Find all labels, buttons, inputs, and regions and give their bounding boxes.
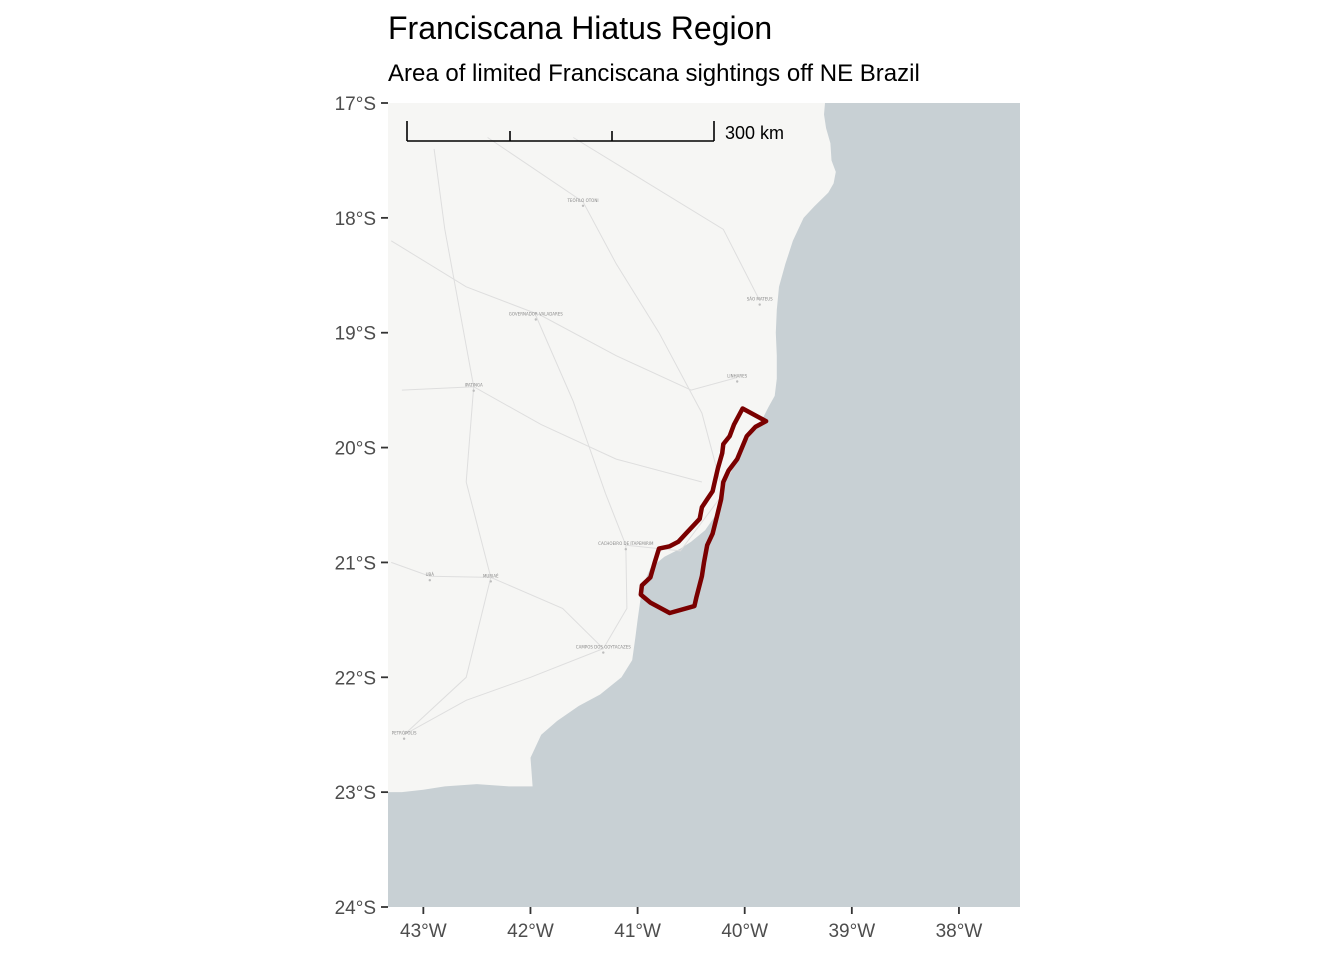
- place-labels: TEÓFILO OTONI GOVERNADOR VALADARES SÃO MAT…: [392, 198, 773, 740]
- place-marker: [402, 737, 406, 740]
- y-tick-label: 23°S: [335, 783, 376, 804]
- road-line: [403, 148, 492, 736]
- map-subtitle: Area of limited Franciscana sightings of…: [388, 60, 920, 87]
- x-axis: 43°W 42°W 41°W 40°W 39°W 38°W: [400, 907, 982, 942]
- x-tick-label: 39°W: [828, 921, 875, 942]
- place-label: MURIAÉ: [483, 573, 499, 578]
- y-tick-label: 24°S: [335, 898, 376, 919]
- road-line: [573, 137, 761, 301]
- place-marker: [534, 318, 537, 321]
- y-tick-label: 18°S: [335, 209, 376, 230]
- road-line: [487, 137, 724, 552]
- map-title: Franciscana Hiatus Region: [388, 10, 773, 46]
- place-label: PETRÓPOLIS: [392, 731, 417, 736]
- road-network: [390, 137, 761, 736]
- place-marker: [428, 579, 431, 582]
- place-marker: [581, 204, 585, 207]
- road-line: [403, 648, 604, 736]
- road-line: [401, 386, 703, 483]
- place-marker: [758, 303, 761, 306]
- place-label: LINHARES: [727, 374, 747, 379]
- y-axis: 17°S 18°S 19°S 20°S 21°S 22°S 23°S 24°S: [335, 94, 388, 919]
- x-tick-label: 40°W: [721, 921, 768, 942]
- place-marker: [624, 548, 627, 551]
- scale-bar-label: 300 km: [725, 123, 784, 143]
- y-tick-label: 22°S: [335, 668, 376, 689]
- x-tick-label: 41°W: [614, 921, 661, 942]
- place-label: IPATINGA: [465, 383, 483, 388]
- hiatus-region-polygon: [638, 406, 769, 616]
- place-label: CAMPOS DOS GOYTACAZES: [576, 645, 631, 650]
- y-tick-label: 19°S: [335, 324, 376, 345]
- place-marker: [602, 651, 605, 654]
- x-tick-label: 43°W: [400, 921, 447, 942]
- land-area: [388, 103, 836, 793]
- place-label: GOVERNADOR VALADARES: [509, 312, 564, 317]
- x-tick-label: 38°W: [936, 921, 983, 942]
- y-tick-label: 21°S: [335, 553, 376, 574]
- scale-bar: 300 km: [406, 121, 784, 143]
- place-label: CACHOEIRO DE ITAPEMIRIM: [598, 541, 654, 546]
- road-line: [535, 315, 627, 546]
- x-tick-label: 42°W: [507, 921, 554, 942]
- place-label: TEÓFILO OTONI: [566, 198, 598, 203]
- y-tick-label: 20°S: [335, 439, 376, 460]
- place-marker: [472, 389, 475, 392]
- road-line: [391, 545, 628, 650]
- place-label: SÃO MATEUS: [747, 297, 773, 302]
- place-marker: [736, 380, 739, 383]
- y-tick-label: 17°S: [335, 94, 376, 115]
- place-label: UBÁ: [426, 572, 435, 577]
- place-marker: [489, 580, 492, 583]
